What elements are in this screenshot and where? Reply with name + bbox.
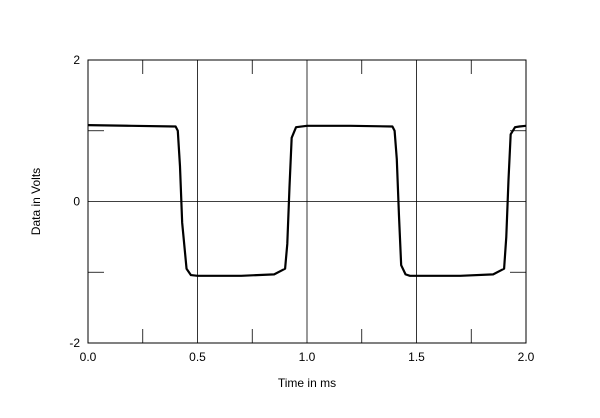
y-axis-label: Data in Volts	[29, 168, 43, 235]
series-line	[87, 123, 527, 277]
x-tick-label: 1.0	[299, 350, 316, 364]
series-layer	[87, 123, 527, 277]
y-tick-label: -2	[69, 336, 80, 350]
x-tick-label: 2.0	[518, 350, 535, 364]
y-tick-label: 2	[73, 53, 80, 67]
tick-labels: 0.0 0.5 1.0 1.5 2.0 -2 0 2	[69, 53, 534, 364]
x-tick-label: 0.5	[189, 350, 206, 364]
y-tick-label: 0	[73, 195, 80, 209]
gridlines	[88, 60, 526, 343]
x-axis-label: Time in ms	[278, 376, 336, 390]
x-tick-label: 0.0	[80, 350, 97, 364]
x-tick-label: 1.5	[408, 350, 425, 364]
plot-frame	[87, 59, 527, 344]
